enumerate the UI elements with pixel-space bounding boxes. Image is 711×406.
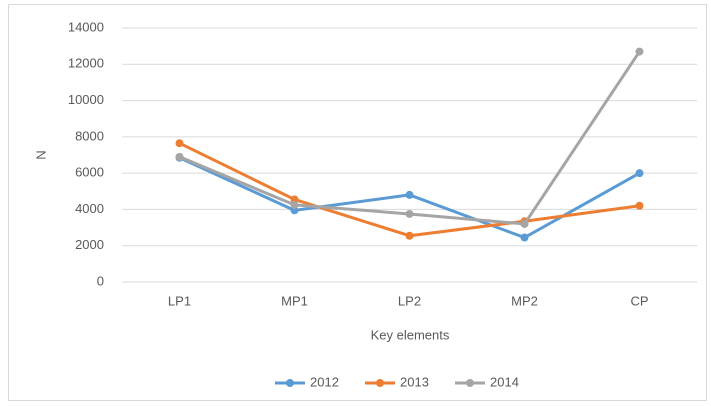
legend-marker xyxy=(286,379,294,387)
marker xyxy=(635,169,644,178)
y-tick-label: 8000 xyxy=(75,128,104,143)
marker xyxy=(405,190,414,199)
x-tick-label: LP2 xyxy=(398,293,421,308)
legend-marker xyxy=(376,379,384,387)
y-tick-label: 12000 xyxy=(68,56,104,71)
marker xyxy=(290,200,299,209)
x-tick-label: CP xyxy=(630,293,648,308)
legend-label: 2013 xyxy=(400,374,429,389)
x-axis-title: Key elements xyxy=(371,327,450,342)
x-tick-label: MP1 xyxy=(281,293,308,308)
marker xyxy=(405,209,414,218)
marker xyxy=(520,219,529,228)
y-axis-title: N xyxy=(33,150,48,159)
y-tick-label: 0 xyxy=(97,273,104,288)
y-tick-label: 2000 xyxy=(75,237,104,252)
x-tick-label: LP1 xyxy=(168,293,191,308)
marker xyxy=(520,233,529,242)
legend-marker xyxy=(466,379,474,387)
legend-label: 2014 xyxy=(490,374,519,389)
marker xyxy=(175,139,184,148)
marker xyxy=(635,201,644,210)
y-tick-label: 4000 xyxy=(75,201,104,216)
legend-label: 2012 xyxy=(310,374,339,389)
marker xyxy=(175,152,184,161)
marker xyxy=(635,47,644,56)
x-tick-label: MP2 xyxy=(511,293,538,308)
marker xyxy=(405,231,414,240)
y-tick-label: 10000 xyxy=(68,92,104,107)
y-tick-label: 14000 xyxy=(68,19,104,34)
y-tick-label: 6000 xyxy=(75,165,104,180)
